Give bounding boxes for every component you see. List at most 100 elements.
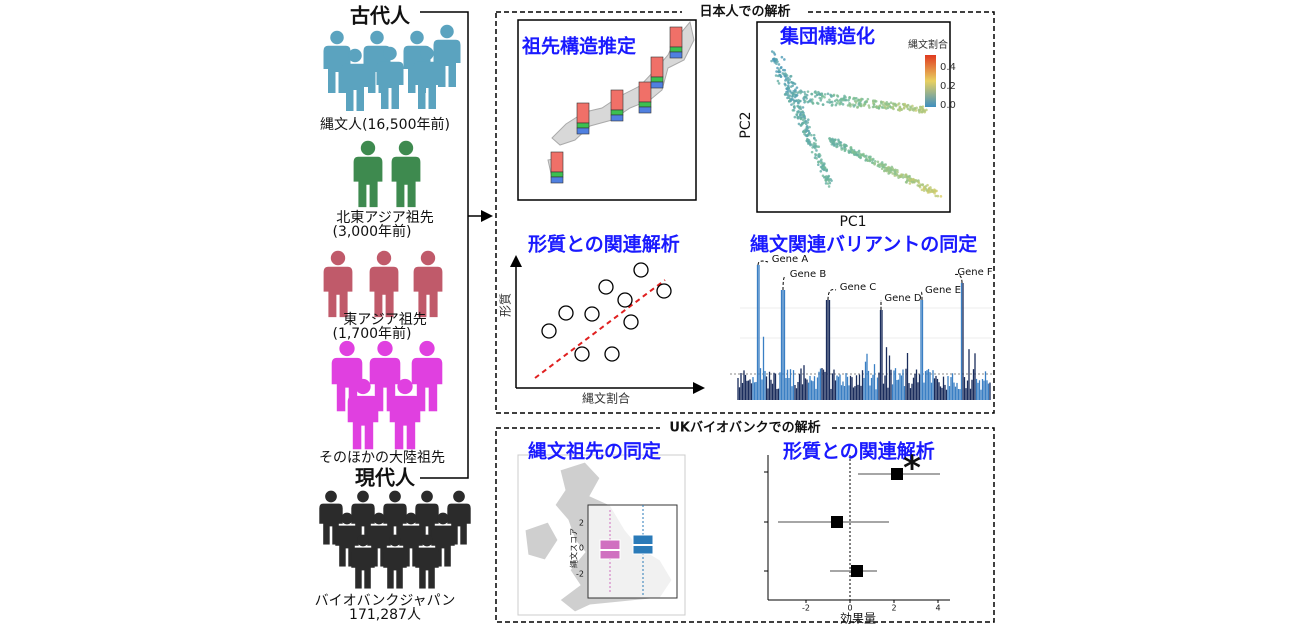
pca-dot [806,140,809,143]
ancestry-red [638,81,652,103]
pca-dot [799,91,802,95]
pca-dot [820,92,824,96]
pca-dot [827,185,831,188]
people-icons [319,24,471,589]
pca-dot [879,100,883,103]
pca-dot [802,130,806,134]
pca-dot [794,89,797,93]
pca-dot [788,99,791,103]
person-icon [391,140,421,208]
pca-dot [818,92,821,96]
pca-dot [902,106,906,109]
tick-label: 0 [847,604,852,613]
pca-dot [810,92,814,96]
pca-dot [819,165,823,169]
modern-sub: 171,287人 [349,607,421,623]
title-bg [660,420,830,436]
pca-dot [839,141,843,144]
pca-dot [815,149,818,152]
pca-dot [882,103,885,107]
legend-title: 縄文割合 [908,38,948,51]
scatter-point [574,346,590,362]
pca-dot [891,172,894,175]
pca-dot [821,174,825,178]
group-label: 北東アジア祖先 [336,210,433,226]
significance-mark: * [903,449,921,489]
gene-label: Gene F [957,267,993,278]
forest-panel [764,455,950,603]
pca-dot [847,99,850,102]
pca-dot [789,85,793,88]
pca-dot [788,78,791,81]
pca-dot [873,159,877,163]
panel-title: 祖先構造推定 [521,35,636,58]
pca-dot [873,162,876,166]
panel-title: 形質との関連解析 [528,233,680,256]
pca-dot [823,162,826,165]
pca-dot [818,96,822,100]
axis-label: PC1 [839,214,866,230]
pca-dot [909,105,912,109]
tick-label: 2 [579,519,584,528]
pca-dot [854,151,857,154]
pca-dot [888,105,892,109]
pca-dot [772,51,776,54]
ancestry-blue [576,127,590,135]
pca-dot [783,82,787,86]
pca-dot [801,106,805,109]
pca-dot [791,92,795,96]
pca-dot [864,100,867,104]
tick-label: 2 [891,604,896,613]
tick-label: -2 [576,570,584,579]
pca-dot [918,108,921,112]
pca-dot [805,93,809,97]
pca-dot [821,103,825,106]
group-label: そのほかの大陸祖先 [319,450,445,466]
pca-dot [786,89,790,93]
pca-dot [807,142,810,145]
pca-dot [843,94,846,98]
pca-dot [873,100,877,103]
pca-dot [792,105,796,109]
pca-dot [776,79,780,83]
pca-dot [790,103,793,106]
person-icon [353,140,383,208]
title-bg [682,4,808,20]
pca-dot [904,104,908,108]
pca-dot [903,175,907,179]
pca-dot [795,86,799,89]
pca-dot [786,76,790,80]
pca-dot [837,142,840,145]
pca-dot [824,178,828,181]
pca-dot [889,168,892,172]
pca-dot [930,190,933,193]
pca-dot [852,105,856,108]
group-sub: (1,700年前) [332,325,411,342]
pca-dot [846,104,850,107]
pca-dot [814,152,817,156]
section-title: 日本人での解析 [699,4,790,20]
modern-label: バイオバンクジャパン [315,593,456,609]
ancestry-blue [550,176,564,184]
pca-dot [796,110,799,114]
pca-dot [814,142,817,146]
pca-dot [823,175,827,179]
gene-leader [757,260,769,266]
pca-dot [838,103,842,106]
pca-dot [936,194,940,198]
scatter-point [617,292,633,308]
pca-dot [782,73,786,76]
pca-dot [897,108,901,111]
pca-dot [872,105,876,108]
axis-label: PC2 [738,111,754,138]
pca-dot [856,99,859,102]
ancestry-red [610,89,624,111]
pca-dot [826,92,830,96]
pca-dot [774,74,778,77]
pca-dot [867,104,871,107]
pca-dot [914,109,918,112]
pca-dot [823,93,827,96]
gene-leader [920,291,923,301]
pca-dot [808,125,811,129]
pca-dot [835,94,839,97]
